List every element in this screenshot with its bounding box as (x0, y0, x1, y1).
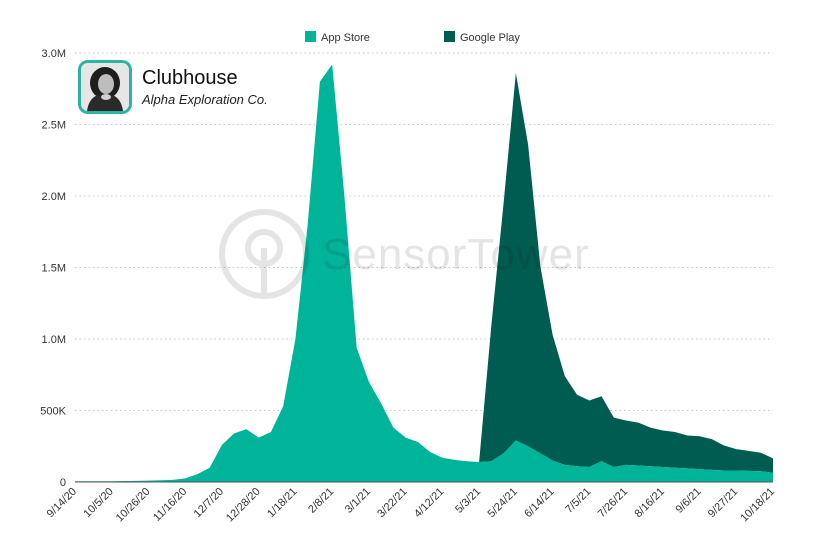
watermark-emblem (219, 209, 309, 299)
x-tick-label: 10/26/20 (114, 486, 153, 525)
x-tick-label: 9/14/20 (45, 486, 79, 520)
sensor-tower-logo-icon: SensorTower (218, 208, 589, 305)
legend: App Store Google Play (305, 31, 520, 44)
portrait-avatar-icon (78, 60, 132, 114)
app-meta: Clubhouse Alpha Exploration Co. (142, 67, 268, 107)
y-tick-label: 1.0M (42, 334, 66, 346)
legend-label-google-play: Google Play (460, 32, 520, 44)
legend-swatch-app-store (305, 31, 316, 42)
legend-label-app-store: App Store (321, 32, 370, 44)
app-card: Clubhouse Alpha Exploration Co. (78, 60, 268, 114)
x-tick-label: 2/8/21 (306, 486, 336, 516)
y-tick-label: 2.0M (42, 191, 66, 203)
y-tick-label: 500K (40, 406, 66, 418)
x-tick-label: 5/24/21 (486, 486, 520, 520)
x-tick-label: 9/27/21 (706, 486, 740, 520)
x-tick-label: 9/6/21 (674, 486, 704, 516)
x-tick-label: 12/7/20 (192, 486, 226, 520)
x-tick-label: 8/16/21 (632, 486, 666, 520)
y-tick-label: 2.5M (42, 120, 66, 132)
x-tick-label: 11/16/20 (151, 486, 189, 524)
legend-swatch-google-play (444, 31, 455, 42)
x-tick-label: 6/14/21 (522, 486, 556, 520)
app-publisher: Alpha Exploration Co. (142, 92, 268, 107)
series-areas (75, 64, 773, 482)
x-tick-label: 10/18/21 (738, 486, 777, 525)
x-tick-label: 7/26/21 (596, 486, 630, 520)
series-google-play-area (75, 64, 773, 482)
x-tick-label: 5/3/21 (453, 486, 483, 516)
grid-lines (75, 52, 773, 411)
x-tick-label: 3/22/21 (375, 486, 409, 520)
x-tick-label: 7/5/21 (563, 486, 593, 516)
watermark-text: SensorTower (322, 230, 590, 279)
y-tick-label: 3.0M (42, 48, 66, 60)
y-tick-label: 0 (60, 477, 66, 489)
x-tick-label: 12/28/20 (224, 486, 263, 525)
x-tick-label: 3/1/21 (343, 486, 373, 516)
x-tick-label: 10/5/20 (81, 486, 115, 520)
y-axis-ticks: 0 500K 1.0M 1.5M 2.0M 2.5M 3.0M (40, 48, 66, 489)
y-tick-label: 1.5M (42, 263, 66, 275)
x-tick-label: 1/18/21 (265, 486, 299, 520)
x-tick-label: 4/12/21 (412, 486, 446, 520)
app-name: Clubhouse (142, 67, 238, 89)
